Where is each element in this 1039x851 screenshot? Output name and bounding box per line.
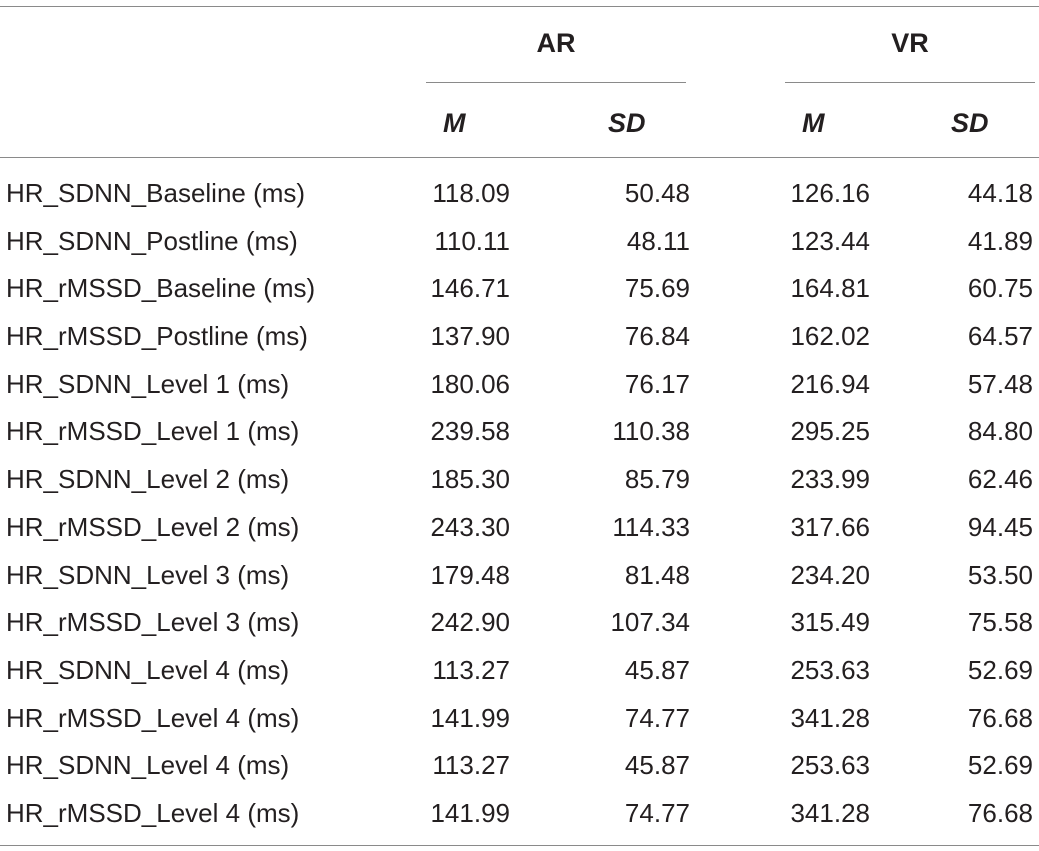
ar-mean-cell: 141.99 xyxy=(430,797,510,828)
group-header-vr: VR xyxy=(891,28,929,58)
ar-sd-cell: 75.69 xyxy=(624,273,690,304)
vr-mean-cell: 315.49 xyxy=(790,607,870,638)
vr-mean-cell: 233.99 xyxy=(790,464,870,495)
subheader-vr-sd: SD xyxy=(951,108,989,138)
vr-mean-cell: 295.25 xyxy=(790,416,870,447)
row-label: HR_SDNN_Level 3 (ms) xyxy=(6,559,290,590)
vr-mean-cell: 253.63 xyxy=(790,654,870,685)
table-top-rule xyxy=(0,6,1039,7)
vr-sd-cell: 57.48 xyxy=(967,368,1033,399)
vr-mean-cell: 216.94 xyxy=(790,368,870,399)
ar-mean-cell: 110.11 xyxy=(434,225,510,256)
group-rule-vr xyxy=(785,82,1035,83)
ar-sd-cell: 50.48 xyxy=(624,178,690,208)
ar-sd-cell: 76.84 xyxy=(624,321,690,352)
row-label: HR_SDNN_Postline (ms) xyxy=(6,225,298,256)
row-label: HR_rMSSD_Level 4 (ms) xyxy=(6,702,300,733)
vr-mean-cell: 253.63 xyxy=(790,750,870,781)
group-header-ar: AR xyxy=(536,28,576,58)
row-label: HR_rMSSD_Postline (ms) xyxy=(6,321,308,352)
row-label: HR_rMSSD_Level 2 (ms) xyxy=(6,511,300,542)
table-row: HR_rMSSD_Level 1 (ms) 239.58 110.38 295.25 8… xyxy=(0,408,1039,456)
header-rule xyxy=(0,157,1039,158)
table-body: HR_SDNN_Baseline (ms) 118.09 50.48 126.16 44… xyxy=(0,170,1039,838)
ar-sd-cell: 74.77 xyxy=(624,702,690,733)
ar-sd-cell: 107.34 xyxy=(610,607,690,638)
ar-mean-cell: 243.30 xyxy=(430,511,510,542)
ar-mean-cell: 141.99 xyxy=(430,702,510,733)
vr-sd-cell: 53.50 xyxy=(967,559,1033,590)
table-row: HR_rMSSD_Level 4 (ms) 141.99 74.77 341.28 76… xyxy=(0,790,1039,838)
ar-mean-cell: 146.71 xyxy=(430,273,510,304)
table-row: HR_rMSSD_Baseline (ms) 146.71 75.69 164.81 6… xyxy=(0,265,1039,313)
ar-mean-cell: 180.06 xyxy=(430,368,510,399)
table-row: HR_SDNN_Level 4 (ms) 113.27 45.87 253.63 52.… xyxy=(0,647,1039,695)
vr-sd-cell: 75.58 xyxy=(967,607,1033,638)
ar-sd-cell: 45.87 xyxy=(624,654,690,685)
vr-mean-cell: 123.44 xyxy=(790,225,870,256)
subheader-vr-m: M xyxy=(802,108,825,138)
vr-mean-cell: 164.81 xyxy=(790,273,870,304)
row-label: HR_SDNN_Level 4 (ms) xyxy=(6,750,290,781)
ar-mean-cell: 179.48 xyxy=(430,559,510,590)
vr-sd-cell: 52.69 xyxy=(967,654,1033,685)
table-row: HR_rMSSD_Level 3 (ms) 242.90 107.34 315.49 7… xyxy=(0,599,1039,647)
vr-mean-cell: 341.28 xyxy=(790,702,870,733)
ar-mean-cell: 113.27 xyxy=(432,750,510,781)
vr-mean-cell: 341.28 xyxy=(790,797,870,828)
table-row: HR_SDNN_Level 2 (ms) 185.30 85.79 233.99 62.… xyxy=(0,456,1039,504)
vr-sd-cell: 60.75 xyxy=(967,273,1033,304)
ar-sd-cell: 76.17 xyxy=(624,368,690,399)
vr-sd-cell: 94.45 xyxy=(967,511,1033,542)
subheader-ar-m: M xyxy=(443,108,466,138)
vr-mean-cell: 162.02 xyxy=(790,321,870,352)
ar-mean-cell: 118.09 xyxy=(432,178,510,208)
table-row: HR_SDNN_Postline (ms) 110.11 48.11 123.44 41… xyxy=(0,218,1039,266)
ar-sd-cell: 74.77 xyxy=(624,797,690,828)
table-row: HR_rMSSD_Level 2 (ms) 243.30 114.33 317.66 9… xyxy=(0,504,1039,552)
vr-sd-cell: 41.89 xyxy=(967,225,1033,256)
ar-sd-cell: 81.48 xyxy=(624,559,690,590)
row-label: HR_SDNN_Baseline (ms) xyxy=(6,178,306,208)
table-row: HR_rMSSD_Level 4 (ms) 141.99 74.77 341.28 76… xyxy=(0,695,1039,743)
subheader-ar-sd: SD xyxy=(608,108,646,138)
ar-mean-cell: 239.58 xyxy=(430,416,510,447)
row-label: HR_SDNN_Level 4 (ms) xyxy=(6,654,290,685)
group-rule-ar xyxy=(426,82,686,83)
vr-sd-cell: 76.68 xyxy=(967,797,1033,828)
table-row: HR_SDNN_Baseline (ms) 118.09 50.48 126.16 44… xyxy=(0,170,1039,218)
ar-sd-cell: 114.33 xyxy=(612,511,690,542)
ar-mean-cell: 185.30 xyxy=(430,464,510,495)
row-label: HR_rMSSD_Level 1 (ms) xyxy=(6,416,300,447)
row-label: HR_rMSSD_Baseline (ms) xyxy=(6,273,316,304)
ar-sd-cell: 45.87 xyxy=(624,750,690,781)
vr-mean-cell: 317.66 xyxy=(790,511,870,542)
table-row: HR_rMSSD_Postline (ms) 137.90 76.84 162.02 6… xyxy=(0,313,1039,361)
row-label: HR_SDNN_Level 2 (ms) xyxy=(6,464,290,495)
vr-sd-cell: 44.18 xyxy=(967,178,1033,208)
vr-sd-cell: 84.80 xyxy=(967,416,1033,447)
ar-mean-cell: 242.90 xyxy=(430,607,510,638)
vr-sd-cell: 62.46 xyxy=(967,464,1033,495)
ar-mean-cell: 113.27 xyxy=(432,654,510,685)
row-label: HR_rMSSD_Level 4 (ms) xyxy=(6,797,300,828)
table-row: HR_SDNN_Level 3 (ms) 179.48 81.48 234.20 53.… xyxy=(0,552,1039,600)
vr-mean-cell: 234.20 xyxy=(790,559,870,590)
ar-mean-cell: 137.90 xyxy=(430,321,510,352)
ar-sd-cell: 85.79 xyxy=(624,464,690,495)
row-label: HR_rMSSD_Level 3 (ms) xyxy=(6,607,300,638)
row-label: HR_SDNN_Level 1 (ms) xyxy=(6,368,290,399)
ar-sd-cell: 48.11 xyxy=(626,225,690,256)
vr-sd-cell: 52.69 xyxy=(967,750,1033,781)
table-row: HR_SDNN_Level 4 (ms) 113.27 45.87 253.63 52.… xyxy=(0,742,1039,790)
table-bottom-rule xyxy=(0,845,1039,846)
vr-sd-cell: 76.68 xyxy=(967,702,1033,733)
vr-mean-cell: 126.16 xyxy=(790,178,870,208)
table-row: HR_SDNN_Level 1 (ms) 180.06 76.17 216.94 57.… xyxy=(0,361,1039,409)
vr-sd-cell: 64.57 xyxy=(967,321,1033,352)
ar-sd-cell: 110.38 xyxy=(612,416,690,447)
